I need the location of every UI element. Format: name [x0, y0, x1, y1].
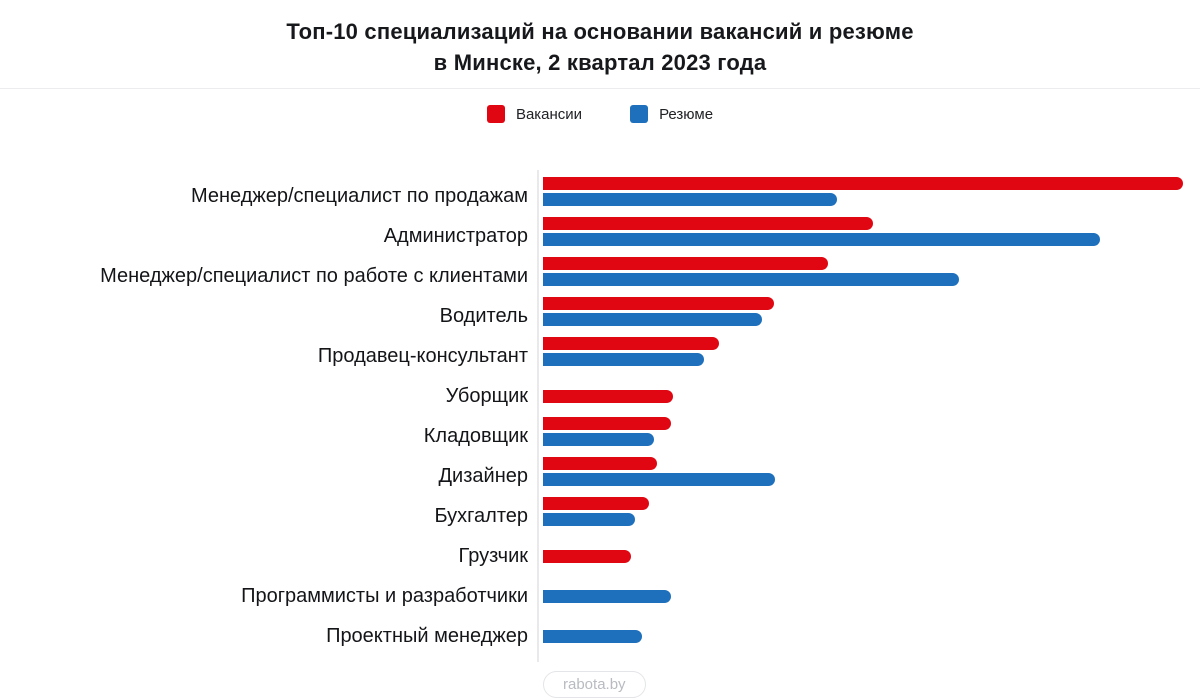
legend-label-vacancies: Вакансии	[515, 105, 583, 123]
category-label: Менеджер/специалист по работе с клиентам…	[100, 265, 528, 287]
chart-row: Бухгалтер	[0, 496, 1200, 536]
bar-vacancies	[543, 257, 828, 270]
bar-vacancies	[543, 337, 719, 350]
y-axis-line	[537, 170, 539, 662]
chart-row: Кладовщик	[0, 416, 1200, 456]
chart-row: Дизайнер	[0, 456, 1200, 496]
chart-row: Администратор	[0, 216, 1200, 256]
bar-resume	[543, 433, 654, 446]
chart-title: Топ-10 специализаций на основании ваканс…	[0, 16, 1200, 78]
chart-title-line2: в Минске, 2 квартал 2023 года	[433, 50, 767, 75]
bar-vacancies	[543, 389, 673, 403]
category-label: Программисты и разработчики	[241, 585, 528, 607]
chart-row: Программисты и разработчики	[0, 576, 1200, 616]
watermark-text: rabota.by	[563, 676, 626, 693]
chart-row: Менеджер/специалист по работе с клиентам…	[0, 256, 1200, 296]
chart-row: Продавец-консультант	[0, 336, 1200, 376]
bar-resume	[543, 629, 642, 643]
category-label: Уборщик	[445, 385, 528, 407]
category-label: Дизайнер	[438, 465, 528, 487]
bar-resume	[543, 353, 704, 366]
bar-chart: Менеджер/специалист по продажам Администр…	[0, 170, 1200, 662]
bar-vacancies	[543, 217, 873, 230]
bar-vacancies	[543, 417, 671, 430]
chart-row: Уборщик	[0, 376, 1200, 416]
watermark-pill: rabota.by	[543, 671, 646, 698]
chart-row: Менеджер/специалист по продажам	[0, 176, 1200, 216]
bar-vacancies	[543, 297, 774, 310]
bar-resume	[543, 193, 837, 206]
legend-swatch-resume	[630, 105, 649, 123]
chart-row: Водитель	[0, 296, 1200, 336]
category-label: Администратор	[383, 225, 528, 247]
bar-resume	[543, 233, 1100, 246]
bar-vacancies	[543, 549, 631, 563]
bar-resume	[543, 313, 762, 326]
legend-label-resume: Резюме	[659, 105, 714, 123]
bar-resume	[543, 513, 635, 526]
bar-resume	[543, 473, 775, 486]
category-label: Водитель	[439, 305, 528, 327]
bar-vacancies	[543, 177, 1183, 190]
chart-legend: Вакансии Резюме	[0, 105, 1200, 123]
bar-resume	[543, 273, 959, 286]
chart-row: Грузчик	[0, 536, 1200, 576]
chart-title-line1: Топ-10 специализаций на основании ваканс…	[286, 19, 914, 44]
category-label: Грузчик	[458, 545, 528, 567]
category-label: Продавец-консультант	[317, 345, 528, 367]
bar-vacancies	[543, 497, 649, 510]
bar-vacancies	[543, 457, 657, 470]
bar-resume	[543, 589, 671, 603]
chart-row: Проектный менеджер	[0, 616, 1200, 656]
legend-item-vacancies: Вакансии	[486, 105, 583, 123]
legend-swatch-vacancies	[486, 105, 505, 123]
category-label: Менеджер/специалист по продажам	[190, 185, 528, 207]
category-label: Кладовщик	[423, 425, 528, 447]
category-label: Проектный менеджер	[326, 625, 528, 647]
header-divider	[0, 88, 1200, 89]
legend-item-resume: Резюме	[630, 105, 713, 123]
category-label: Бухгалтер	[434, 505, 528, 527]
